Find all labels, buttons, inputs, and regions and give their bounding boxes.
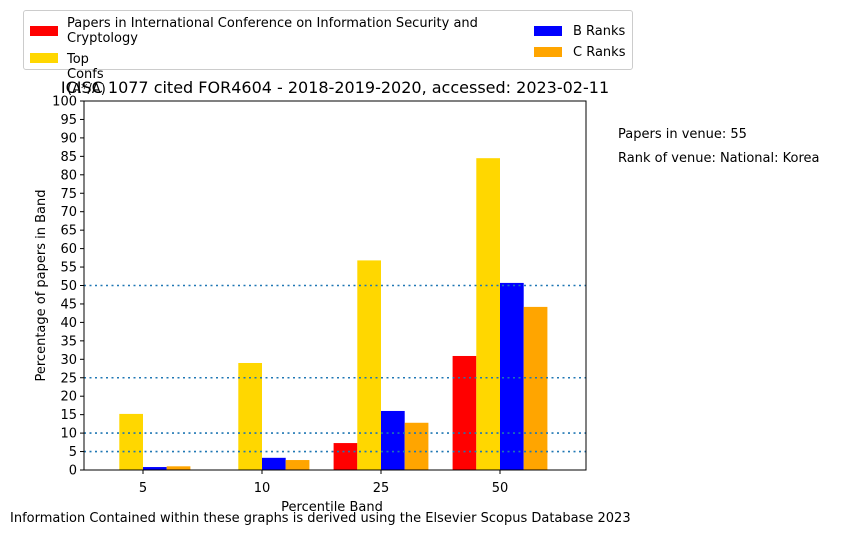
papers-in-venue-note: Papers in venue: 55 bbox=[618, 127, 747, 142]
y-axis-label: Percentage of papers in Band bbox=[34, 189, 49, 381]
legend-swatch-b-ranks bbox=[534, 26, 562, 36]
legend-label-c-ranks: C Ranks bbox=[573, 45, 626, 60]
bar-1-1 bbox=[238, 362, 262, 470]
legend-label-b-ranks: B Ranks bbox=[573, 24, 626, 39]
x-tick-label-5: 5 bbox=[139, 481, 147, 496]
y-tick-label-25: 25 bbox=[60, 371, 77, 386]
bar-3-2 bbox=[404, 422, 429, 470]
bar-2-2 bbox=[381, 410, 405, 470]
bar-2-3 bbox=[500, 282, 524, 470]
bar-2-0 bbox=[143, 467, 167, 470]
chart-title: ICISC 1077 cited FOR4604 - 2018-2019-202… bbox=[61, 78, 609, 97]
x-axis-label: Percentile Band bbox=[281, 500, 383, 515]
y-tick-label-50: 50 bbox=[60, 279, 77, 294]
x-tick-label-50: 50 bbox=[492, 481, 509, 496]
y-tick-label-15: 15 bbox=[60, 408, 77, 423]
legend-label-venue: Papers in International Conference on In… bbox=[67, 16, 478, 46]
legend: Papers in International Conference on In… bbox=[23, 10, 633, 97]
y-tick-label-55: 55 bbox=[60, 261, 77, 276]
y-tick-label-75: 75 bbox=[60, 187, 77, 202]
bar-3-1 bbox=[285, 460, 310, 470]
y-tick-label-95: 95 bbox=[60, 113, 77, 128]
bar-3-0 bbox=[166, 466, 191, 470]
bar-1-2 bbox=[357, 260, 381, 470]
footer-note: Information Contained within these graph… bbox=[10, 511, 631, 526]
y-tick-label-45: 45 bbox=[60, 297, 77, 312]
bar-0-3 bbox=[452, 355, 477, 470]
legend-swatch-top-confs bbox=[30, 53, 58, 63]
bar-2-1 bbox=[262, 457, 286, 470]
bar-1-3 bbox=[476, 158, 500, 470]
y-tick-label-0: 0 bbox=[69, 464, 77, 479]
y-tick-label-30: 30 bbox=[60, 353, 77, 368]
y-tick-label-80: 80 bbox=[60, 168, 77, 183]
y-tick-label-20: 20 bbox=[60, 390, 77, 405]
legend-swatch-c-ranks bbox=[534, 47, 562, 57]
x-tick-label-10: 10 bbox=[254, 481, 271, 496]
y-tick-label-10: 10 bbox=[60, 427, 77, 442]
y-tick-label-40: 40 bbox=[60, 316, 77, 331]
bar-1-0 bbox=[119, 413, 143, 470]
bar-0-2 bbox=[333, 443, 358, 470]
y-tick-label-85: 85 bbox=[60, 150, 77, 165]
legend-label-top-confs: Top Confs (A*/A) bbox=[67, 52, 106, 97]
bar-3-3 bbox=[523, 306, 548, 470]
x-tick-label-25: 25 bbox=[373, 481, 390, 496]
y-tick-label-100: 100 bbox=[52, 95, 77, 110]
y-tick-label-65: 65 bbox=[60, 224, 77, 239]
y-tick-label-35: 35 bbox=[60, 334, 77, 349]
y-tick-label-70: 70 bbox=[60, 205, 77, 220]
y-tick-label-90: 90 bbox=[60, 131, 77, 146]
y-tick-label-60: 60 bbox=[60, 242, 77, 257]
legend-swatch-venue bbox=[30, 26, 58, 36]
rank-of-venue-note: Rank of venue: National: Korea bbox=[618, 151, 820, 166]
y-tick-label-5: 5 bbox=[69, 445, 77, 460]
